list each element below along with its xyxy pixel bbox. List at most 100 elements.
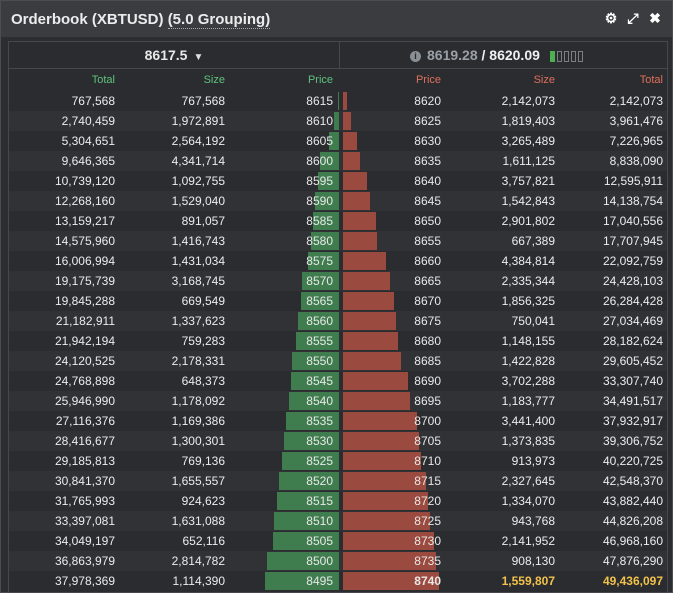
- bid-size: 1,300,301: [171, 434, 225, 448]
- ask-total: 26,284,428: [602, 294, 663, 308]
- ask-total: 43,882,440: [602, 494, 663, 508]
- close-icon[interactable]: ✖: [649, 10, 661, 26]
- bid-price: 8605: [306, 134, 333, 148]
- orderbook-row[interactable]: 33,397,081 1,631,088 8510 8725 943,768 44,826…: [9, 511, 667, 531]
- orderbook-row[interactable]: 24,768,898 648,373 8545 8690 3,702,288 33,307…: [9, 371, 667, 391]
- bid-price: 8565: [306, 294, 333, 308]
- col-bid-size: Size: [203, 74, 225, 86]
- orderbook-row[interactable]: 24,120,525 2,178,331 8550 8685 1,422,828 29,6…: [9, 351, 667, 371]
- bid-depth-bar: [289, 392, 339, 410]
- orderbook-row[interactable]: 30,841,370 1,655,557 8520 8715 2,327,645 42,5…: [9, 471, 667, 491]
- ask-size: 3,265,489: [501, 134, 555, 148]
- orderbook-row[interactable]: 10,739,120 1,092,755 8595 8640 3,757,821 12,5…: [9, 171, 667, 191]
- orderbook-row[interactable]: 25,946,990 1,178,092 8540 8695 1,183,777 34,4…: [9, 391, 667, 411]
- orderbook-row[interactable]: 37,978,369 1,114,390 8495 8740 1,559,807 49,4…: [9, 571, 667, 591]
- bid-depth-bar: [274, 512, 339, 530]
- orderbook-row[interactable]: 36,863,979 2,814,782 8500 8735 908,130 47,876…: [9, 551, 667, 571]
- ask-price: 8725: [414, 514, 441, 528]
- ask-size: 667,389: [511, 234, 555, 248]
- expand-icon[interactable]: ⤢: [627, 10, 639, 26]
- ask-quote: 8620.09: [489, 47, 540, 63]
- ask-size: 943,768: [511, 514, 555, 528]
- bid-size: 1,416,743: [171, 234, 225, 248]
- bid-depth-bar: [315, 192, 339, 210]
- info-icon[interactable]: i: [410, 50, 421, 62]
- grouping-label[interactable]: (5.0 Grouping): [167, 11, 271, 29]
- ask-depth-bar: [343, 112, 351, 130]
- bid-total: 36,863,979: [54, 554, 115, 568]
- ask-total: 42,548,370: [602, 474, 663, 488]
- orderbook-row[interactable]: 13,159,217 891,057 8585 8650 2,901,802 17,040…: [9, 211, 667, 231]
- ask-price: 8660: [414, 254, 441, 268]
- orderbook-row[interactable]: 19,845,288 669,549 8565 8670 1,856,325 26,284…: [9, 291, 667, 311]
- ask-total: 12,595,911: [603, 174, 663, 188]
- bid-depth-bar: [277, 492, 339, 510]
- ask-depth-bar: [343, 192, 370, 210]
- orderbook-row[interactable]: 29,185,813 769,136 8525 8710 913,973 40,220,7…: [9, 451, 667, 471]
- caret-down-icon: ▼: [193, 52, 204, 63]
- bid-depth-bar: [320, 152, 339, 170]
- orderbook-row[interactable]: 34,049,197 652,116 8505 8730 2,141,952 46,968…: [9, 531, 667, 551]
- ask-depth-bar: [343, 492, 428, 510]
- bid-total: 9,646,365: [61, 154, 115, 168]
- bid-price: 8595: [306, 174, 333, 188]
- bid-size: 1,337,623: [171, 314, 225, 328]
- ask-depth-bar: [343, 312, 396, 330]
- bid-size: 648,373: [181, 374, 225, 388]
- bid-depth-bar: [329, 132, 339, 150]
- orderbook-row[interactable]: 27,116,376 1,169,386 8535 8700 3,441,400 37,9…: [9, 411, 667, 431]
- orderbook-row[interactable]: 767,568 767,568 8615 8620 2,142,073 2,142,073: [9, 91, 667, 111]
- bid-total: 12,268,160: [54, 194, 115, 208]
- orderbook-row[interactable]: 19,175,739 3,168,745 8570 8665 2,335,344 24,4…: [9, 271, 667, 291]
- ask-total: 37,932,917: [602, 414, 663, 428]
- bid-total: 30,841,370: [54, 474, 115, 488]
- orderbook-row[interactable]: 14,575,960 1,416,743 8580 8655 667,389 17,707…: [9, 231, 667, 251]
- bid-depth-bar: [338, 92, 339, 110]
- mark-price-dropdown[interactable]: 8617.5 ▼: [9, 42, 340, 68]
- orderbook-row[interactable]: 21,182,911 1,337,623 8560 8675 750,041 27,034…: [9, 311, 667, 331]
- bid-total: 19,845,288: [54, 294, 115, 308]
- orderbook-row[interactable]: 5,304,651 2,564,192 8605 8630 3,265,489 7,226…: [9, 131, 667, 151]
- orderbook-row[interactable]: 31,765,993 924,623 8515 8720 1,334,070 43,882…: [9, 491, 667, 511]
- ask-depth-bar: [343, 432, 419, 450]
- ask-total: 40,220,725: [602, 454, 663, 468]
- bid-total: 21,942,194: [54, 334, 115, 348]
- ask-price: 8685: [414, 354, 441, 368]
- bid-price: 8495: [306, 574, 333, 588]
- ask-size: 1,856,325: [501, 294, 555, 308]
- ask-total: 27,034,469: [602, 314, 663, 328]
- ask-price: 8620: [414, 94, 441, 108]
- bid-price: 8520: [306, 474, 333, 488]
- col-bid-total: Total: [91, 74, 115, 86]
- bid-total: 34,049,197: [54, 534, 115, 548]
- bid-price: 8585: [306, 214, 333, 228]
- bid-total: 25,946,990: [54, 394, 115, 408]
- orderbook-row[interactable]: 16,006,994 1,431,034 8575 8660 4,384,814 22,0…: [9, 251, 667, 271]
- bid-size: 2,814,782: [171, 554, 225, 568]
- ask-price: 8705: [414, 434, 441, 448]
- ask-price: 8730: [414, 534, 441, 548]
- ask-total: 33,307,740: [602, 374, 663, 388]
- bid-total: 33,397,081: [54, 514, 115, 528]
- bid-price: 8560: [306, 314, 333, 328]
- orderbook-row[interactable]: 28,416,677 1,300,301 8530 8705 1,373,835 39,3…: [9, 431, 667, 451]
- gear-icon[interactable]: ⚙: [604, 10, 618, 26]
- ask-depth-bar: [343, 272, 390, 290]
- bid-price: 8540: [306, 394, 333, 408]
- bid-size: 1,655,557: [171, 474, 225, 488]
- bid-size: 1,529,040: [171, 194, 225, 208]
- orderbook-row[interactable]: 9,646,365 4,341,714 8600 8635 1,611,125 8,838…: [9, 151, 667, 171]
- bid-depth-bar: [302, 272, 339, 290]
- bid-price: 8505: [306, 534, 333, 548]
- orderbook-row[interactable]: 21,942,194 759,283 8555 8680 1,148,155 28,182…: [9, 331, 667, 351]
- ask-size: 3,702,288: [501, 374, 555, 388]
- ask-depth-bar: [343, 172, 367, 190]
- bid-total: 31,765,993: [54, 494, 115, 508]
- ask-size: 750,041: [511, 314, 555, 328]
- orderbook-row[interactable]: 12,268,160 1,529,040 8590 8645 1,542,843 14,1…: [9, 191, 667, 211]
- orderbook-row[interactable]: 2,740,459 1,972,891 8610 8625 1,819,403 3,961…: [9, 111, 667, 131]
- ask-price: 8715: [414, 474, 441, 488]
- bid-price: 8545: [306, 374, 333, 388]
- mark-price: 8617.5: [144, 47, 188, 63]
